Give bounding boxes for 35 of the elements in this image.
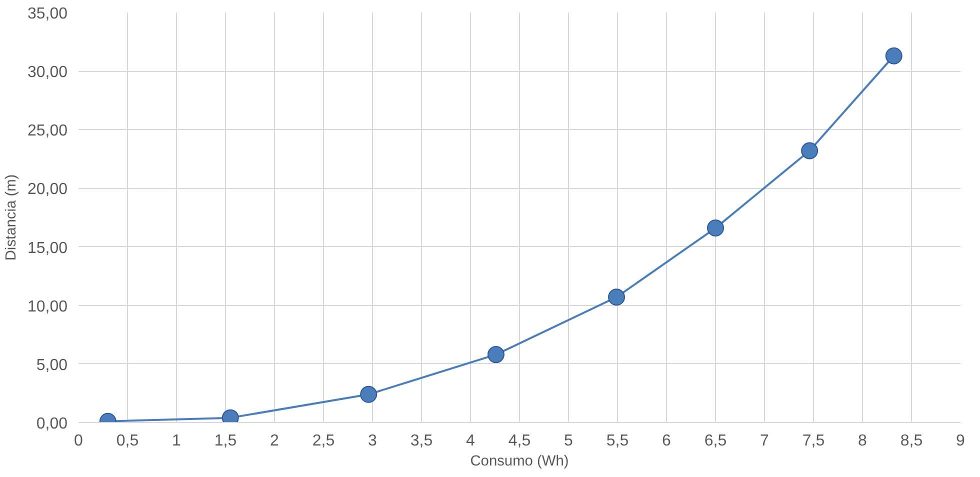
y-tick-label: 20,00 xyxy=(27,181,68,198)
x-tick-label: 6 xyxy=(662,432,672,450)
x-tick-label: 0,5 xyxy=(116,432,139,450)
x-tick-label: 1,5 xyxy=(214,432,237,450)
point xyxy=(360,386,378,403)
x-tick-label: 4,5 xyxy=(508,432,531,450)
x-tick-label: 8,5 xyxy=(900,432,923,450)
x-tick-label: 1 xyxy=(172,432,182,450)
x-tick-label: 4 xyxy=(466,432,476,450)
y-tick-label: 30,00 xyxy=(27,64,68,82)
x-tick-label: 5,5 xyxy=(606,432,629,450)
point xyxy=(487,346,504,364)
x-tick-label: 2,5 xyxy=(312,432,335,450)
point xyxy=(707,220,724,237)
x-tick-label: 7 xyxy=(760,432,770,450)
x-tick-label: 5 xyxy=(564,432,574,450)
y-tick-label: 0,00 xyxy=(36,416,68,432)
x-tick-label: 9 xyxy=(956,432,966,450)
x-tick-label: 8 xyxy=(858,432,868,450)
x-axis-title: Consumo (Wh) xyxy=(470,454,569,470)
y-tick-label: 25,00 xyxy=(27,122,68,140)
y-tick-label: 5,00 xyxy=(36,356,68,374)
point xyxy=(885,47,902,64)
x-tick-label: 7,5 xyxy=(802,432,825,450)
x-tick-label: 3,5 xyxy=(410,432,433,450)
x-tick-label: 6,5 xyxy=(704,432,727,450)
x-tick-label: 3 xyxy=(368,432,378,450)
x-tick-label: 0 xyxy=(74,432,84,450)
y-tick-label: 35,00 xyxy=(27,6,68,22)
point xyxy=(608,288,626,306)
point xyxy=(801,142,818,160)
y-tick-label: 15,00 xyxy=(27,240,68,257)
y-axis-title: Distancia (m) xyxy=(3,174,20,261)
x-tick-label: 2 xyxy=(270,432,280,450)
y-tick-label: 10,00 xyxy=(27,298,68,316)
